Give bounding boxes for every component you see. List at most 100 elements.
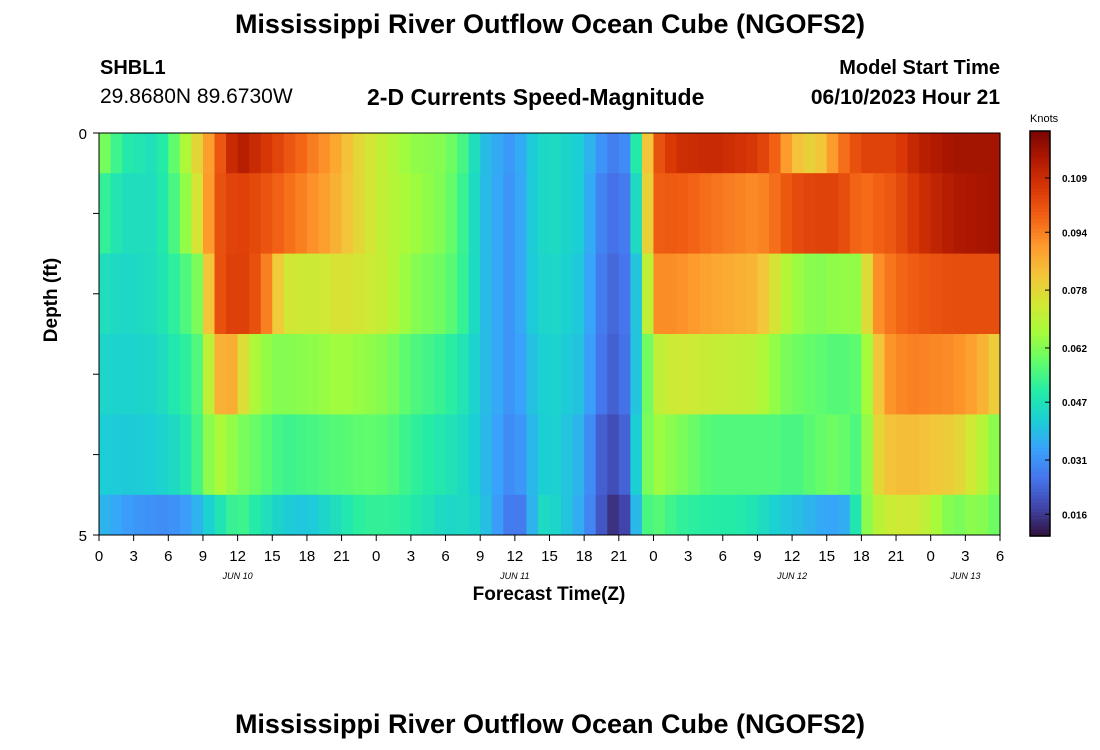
- heatmap-cell: [803, 414, 816, 496]
- heatmap-cell: [110, 494, 123, 536]
- heatmap-cell: [792, 334, 805, 415]
- heatmap-cell: [630, 133, 643, 174]
- heatmap-cell: [468, 133, 481, 174]
- heatmap-cell: [133, 173, 146, 254]
- heatmap-cell: [780, 414, 793, 496]
- x-tick-label: 0: [372, 548, 380, 565]
- heatmap-cell: [965, 494, 978, 536]
- heatmap-cell: [849, 414, 862, 496]
- heatmap-cell: [792, 173, 805, 254]
- heatmap-cell: [353, 173, 366, 254]
- heatmap-cell: [318, 414, 331, 496]
- colorbar-frame: [1029, 130, 1051, 537]
- heatmap-cell: [249, 173, 262, 254]
- heatmap-cell: [318, 253, 331, 335]
- heatmap-cells: [99, 133, 1001, 536]
- heatmap-cell: [699, 133, 712, 174]
- heatmap-cell: [861, 414, 874, 496]
- colorbar-swatch: [1030, 421, 1050, 426]
- colorbar-swatch: [1030, 195, 1050, 200]
- colorbar-swatch: [1030, 225, 1050, 230]
- colorbar-swatch: [1030, 458, 1050, 463]
- heatmap-cell: [272, 173, 285, 254]
- heatmap-cell: [480, 253, 493, 335]
- colorbar-swatch: [1030, 249, 1050, 254]
- heatmap-cell: [110, 173, 123, 254]
- heatmap-cell: [99, 494, 112, 536]
- y-tick-label: 5: [79, 528, 87, 545]
- heatmap-cell: [330, 173, 343, 254]
- heatmap-cell: [272, 334, 285, 415]
- colorbar-swatch: [1030, 370, 1050, 375]
- heatmap-cell: [341, 334, 354, 415]
- heatmap-cell: [387, 414, 400, 496]
- heatmap-cell: [468, 253, 481, 335]
- heatmap-cell: [976, 494, 990, 536]
- colorbar-swatch: [1030, 515, 1050, 520]
- heatmap-cell: [526, 253, 539, 335]
- heatmap-cell: [226, 173, 239, 254]
- x-tick-label: 0: [95, 548, 103, 565]
- heatmap-cell: [156, 494, 169, 536]
- colorbar-swatch: [1030, 529, 1050, 534]
- heatmap-cell: [757, 334, 770, 415]
- heatmap-cell: [584, 133, 597, 174]
- model-start-value: 06/10/2023 Hour 21: [810, 86, 1000, 109]
- colorbar-swatch: [1030, 475, 1050, 480]
- heatmap-cell: [341, 133, 354, 174]
- heatmap-cell: [699, 414, 712, 496]
- heatmap-cell: [156, 133, 169, 174]
- heatmap-cell: [145, 173, 158, 254]
- heatmap-cell: [919, 494, 932, 536]
- heatmap-cell: [145, 494, 158, 536]
- heatmap-cell: [872, 334, 886, 415]
- date-label: JUN 11: [499, 571, 529, 581]
- heatmap-cell: [572, 414, 585, 496]
- heatmap-cell: [618, 414, 631, 496]
- heatmap-cell: [445, 334, 458, 415]
- colorbar-swatch: [1030, 512, 1050, 517]
- heatmap-cell: [584, 253, 597, 335]
- heatmap-cell: [156, 253, 169, 335]
- heatmap-cell: [641, 173, 655, 254]
- heatmap-cell: [503, 334, 516, 415]
- heatmap-cell: [110, 334, 123, 415]
- x-tick-label: 6: [441, 548, 449, 565]
- heatmap-cell: [907, 133, 920, 174]
- colorbar-swatch: [1030, 465, 1050, 470]
- heatmap-cell: [341, 414, 354, 496]
- x-tick-label: 9: [199, 548, 207, 565]
- heatmap-cell: [745, 133, 759, 174]
- heatmap-cell: [295, 253, 308, 335]
- heatmap-cell: [457, 253, 470, 335]
- heatmap-cell: [676, 133, 689, 174]
- colorbar-swatch: [1030, 363, 1050, 368]
- heatmap-cell: [191, 173, 204, 254]
- heatmap-cell: [122, 334, 135, 415]
- heatmap-cell: [226, 414, 239, 496]
- heatmap-cell: [318, 494, 331, 536]
- heatmap-cell: [792, 133, 805, 174]
- heatmap-cell: [122, 133, 135, 174]
- heatmap-cell: [260, 133, 273, 174]
- heatmap-cell: [99, 253, 112, 335]
- colorbar-swatch: [1030, 137, 1050, 142]
- heatmap-cell: [653, 253, 666, 335]
- footer-title: Mississippi River Outflow Ocean Cube (NG…: [234, 709, 866, 739]
- heatmap-cell: [618, 494, 631, 536]
- x-tick-label: 6: [164, 548, 172, 565]
- colorbar-swatch: [1030, 259, 1050, 264]
- heatmap-cell: [179, 133, 193, 174]
- heatmap-cell: [514, 253, 527, 335]
- heatmap-cell: [826, 494, 839, 536]
- colorbar-swatch: [1030, 279, 1050, 284]
- heatmap-cell: [849, 253, 862, 335]
- heatmap-cell: [399, 414, 412, 496]
- heatmap-cell: [815, 253, 828, 335]
- colorbar-swatch: [1030, 228, 1050, 233]
- heatmap-cell: [688, 133, 701, 174]
- heatmap-cell: [191, 414, 204, 496]
- heatmap-cell: [168, 334, 181, 415]
- heatmap-cell: [595, 133, 608, 174]
- station-id: SHBL1: [100, 57, 166, 79]
